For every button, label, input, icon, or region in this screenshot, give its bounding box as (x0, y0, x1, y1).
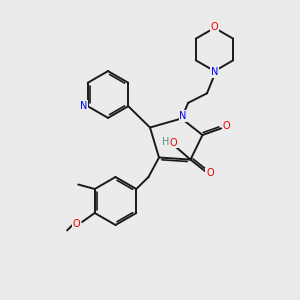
Text: O: O (206, 168, 214, 178)
Text: O: O (169, 137, 177, 148)
Text: N: N (179, 111, 187, 121)
Text: N: N (80, 101, 87, 111)
Text: O: O (211, 22, 218, 32)
Text: O: O (73, 219, 80, 230)
Text: N: N (211, 67, 218, 77)
Text: H: H (162, 137, 169, 147)
Text: O: O (223, 121, 230, 131)
